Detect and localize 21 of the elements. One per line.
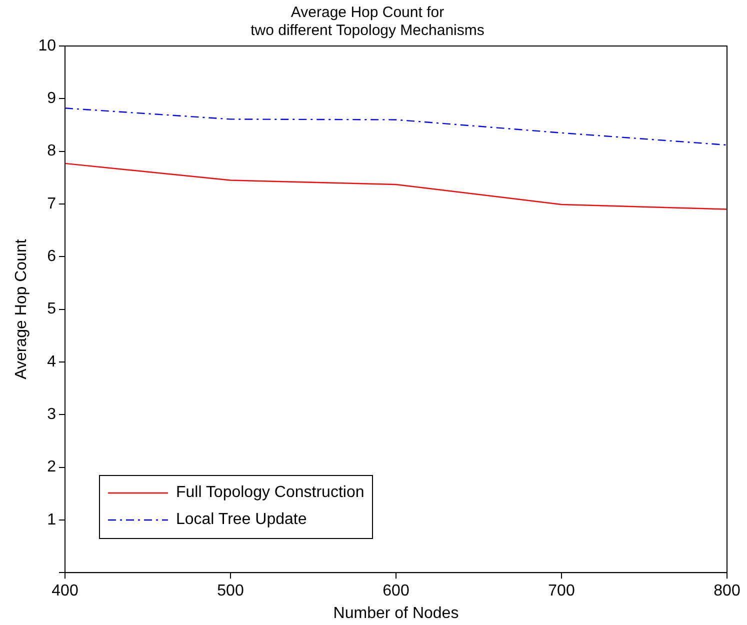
x-tick-label: 400: [52, 582, 78, 600]
y-tick-label: 6: [47, 248, 56, 266]
y-tick-label: 1: [47, 511, 56, 528]
y-tick-label: 8: [47, 142, 56, 160]
y-tick-label: 4: [47, 353, 56, 370]
legend-label: Local Tree Update: [176, 511, 307, 530]
y-tick-label: 5: [47, 300, 56, 318]
y-tick-label: 10: [38, 37, 56, 54]
x-axis-title: Number of Nodes: [333, 604, 459, 622]
line-series: [64, 108, 727, 146]
chart-title: Average Hop Count for two different Topology Mechanisms: [250, 4, 484, 40]
legend-label: Full Topology Construction: [176, 484, 364, 502]
y-tick-label: 2: [47, 458, 56, 476]
y-tick-label: 9: [47, 90, 56, 108]
y-axis-title: Average Hop Count: [13, 238, 30, 380]
x-tick-label: 700: [548, 582, 575, 600]
x-tick-label: 800: [714, 582, 740, 600]
y-tick-label: 3: [47, 406, 56, 424]
x-tick-label: 600: [382, 582, 410, 600]
y-tick-label: 7: [47, 195, 56, 212]
x-tick-label: 500: [217, 582, 244, 600]
